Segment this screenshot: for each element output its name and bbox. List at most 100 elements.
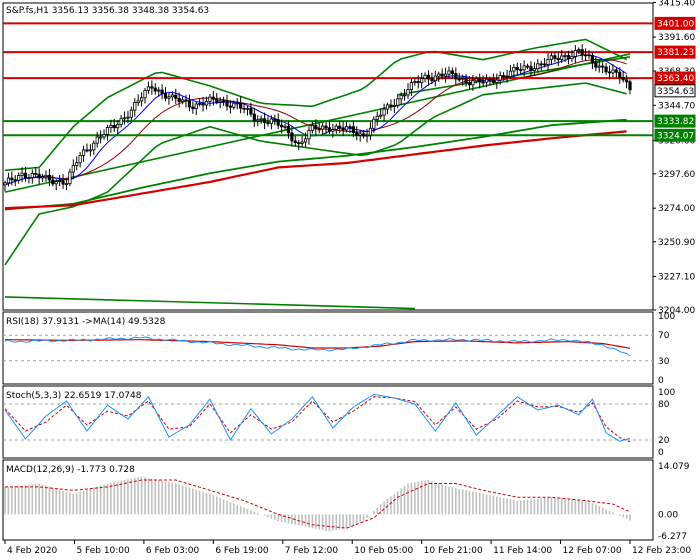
candle-body — [256, 119, 260, 122]
candle-body — [218, 100, 222, 103]
candle — [310, 121, 314, 134]
candle — [204, 96, 209, 110]
candle — [457, 72, 461, 83]
candle — [157, 87, 161, 97]
candle-body — [467, 82, 472, 86]
candle-body — [573, 50, 577, 57]
candle-body — [382, 108, 386, 116]
time-tick-label: 4 Feb 2020 — [7, 546, 58, 556]
candle — [37, 168, 41, 185]
candle-body — [385, 104, 390, 110]
candle-body — [399, 94, 403, 100]
candle — [198, 97, 202, 107]
candle-body — [621, 77, 625, 81]
candle-body — [611, 69, 615, 74]
rsi-tick-label: 0 — [658, 376, 664, 386]
candle-body — [546, 59, 550, 65]
candle — [553, 51, 557, 63]
candle-body — [502, 75, 506, 77]
candle-body — [498, 75, 502, 81]
candle — [573, 45, 577, 63]
candle — [430, 72, 434, 85]
candle — [95, 131, 99, 148]
candle-body — [198, 102, 202, 105]
candle — [235, 98, 239, 110]
candle-body — [437, 73, 441, 77]
candle-body — [495, 79, 499, 83]
candle — [303, 132, 308, 148]
candle-body — [426, 74, 431, 80]
candle — [105, 124, 110, 141]
candle — [389, 99, 393, 111]
candle-body — [40, 176, 45, 179]
candle — [409, 78, 414, 97]
candle — [392, 98, 396, 113]
candle — [402, 88, 407, 101]
candle-body — [293, 140, 297, 144]
candle — [447, 66, 451, 78]
candle — [61, 174, 65, 190]
candle — [543, 58, 547, 68]
candle-body — [457, 78, 461, 81]
candle — [498, 71, 502, 85]
candle — [71, 159, 75, 179]
candle — [160, 84, 164, 100]
candle — [146, 81, 151, 94]
candle — [348, 123, 352, 134]
candle — [570, 49, 574, 63]
candle — [180, 96, 185, 105]
candle — [549, 51, 554, 65]
level-tag-label-2: 3363.40 — [657, 74, 694, 84]
candle-body — [484, 78, 489, 83]
candle — [163, 87, 168, 102]
candle-body — [474, 78, 478, 82]
candle — [221, 96, 226, 106]
candle — [338, 120, 342, 134]
stoch-tick-label: 80 — [658, 400, 670, 410]
candle-body — [375, 115, 379, 120]
candle-body — [327, 127, 332, 132]
candle-body — [286, 125, 291, 134]
candle-body — [184, 99, 188, 102]
candle — [109, 119, 113, 133]
candle-body — [362, 133, 366, 137]
candle-body — [119, 118, 123, 125]
candle — [611, 64, 615, 78]
macd-tick-label: -6.277 — [658, 532, 687, 542]
candle — [327, 121, 332, 135]
candle-body — [245, 107, 250, 110]
candle-body — [447, 70, 451, 75]
candle-body — [519, 69, 523, 72]
candle — [379, 108, 383, 119]
candle — [355, 126, 359, 141]
candle-body — [54, 181, 58, 185]
candle-body — [13, 179, 17, 182]
candle — [488, 76, 492, 86]
candle — [208, 93, 212, 107]
level-tag-box-3 — [654, 84, 696, 98]
candle — [215, 93, 219, 105]
candle — [324, 121, 328, 134]
candle — [536, 58, 540, 73]
candle — [232, 100, 236, 110]
level-tag-box-1 — [654, 45, 696, 59]
candle-body — [525, 65, 530, 68]
candle — [484, 74, 489, 88]
candle — [225, 94, 229, 111]
candle — [426, 70, 431, 86]
candle-body — [136, 100, 140, 103]
candle — [413, 77, 417, 86]
candle — [508, 64, 513, 79]
candle-body — [594, 62, 598, 68]
candle — [443, 67, 448, 83]
candle-body — [481, 81, 485, 84]
candle-body — [122, 117, 127, 120]
candle-body — [10, 177, 14, 181]
candle-body — [461, 77, 465, 80]
candle — [27, 173, 31, 184]
stoch-main-line — [4, 393, 631, 442]
candle — [334, 123, 338, 134]
candle — [17, 172, 21, 184]
